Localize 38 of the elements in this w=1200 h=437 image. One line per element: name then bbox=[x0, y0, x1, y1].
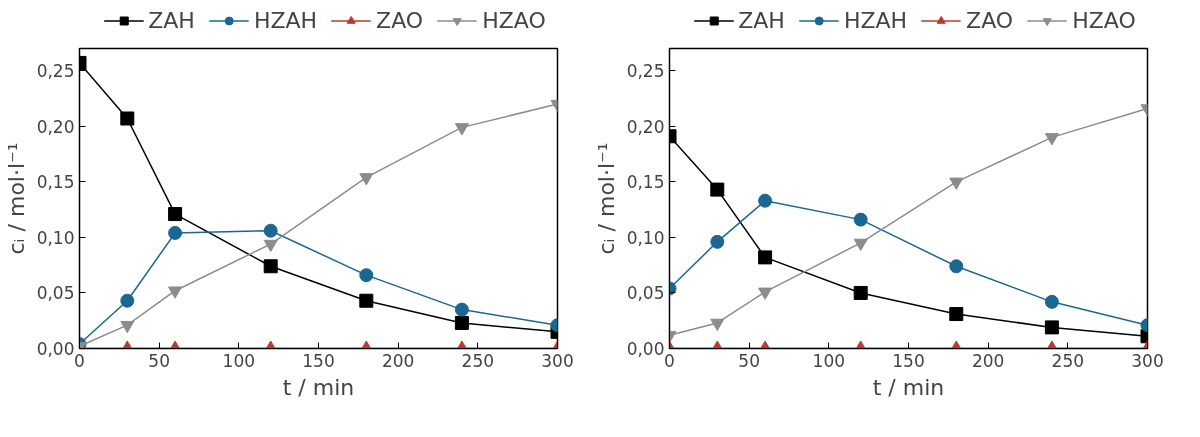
y-tick-label: 0,10 bbox=[626, 227, 665, 248]
legend-label: ZAO bbox=[376, 7, 424, 33]
y-tick-label: 0,20 bbox=[626, 116, 665, 137]
x-tick-label: 300 bbox=[1131, 350, 1164, 371]
legend-label: HZAH bbox=[253, 7, 318, 33]
x-tick-label: 100 bbox=[222, 350, 256, 371]
x-tick-label: 100 bbox=[812, 350, 846, 371]
x-tick-label: 150 bbox=[892, 350, 925, 371]
x-tick-label: 50 bbox=[738, 350, 760, 371]
x-tick-label: 250 bbox=[461, 350, 495, 371]
legend-label: HZAO bbox=[482, 7, 546, 33]
x-tick-label: 150 bbox=[302, 350, 335, 371]
y-tick-label: 0,25 bbox=[36, 61, 75, 82]
y-tick-label: 0,15 bbox=[626, 172, 665, 193]
x-tick-label: 0 bbox=[664, 350, 675, 371]
y-tick-label: 0,20 bbox=[36, 116, 75, 137]
legend-label: ZAH bbox=[738, 7, 785, 33]
x-tick-label: 50 bbox=[148, 350, 170, 371]
y-tick-label: 0,00 bbox=[626, 339, 665, 359]
y-tick-label: 0,10 bbox=[36, 227, 75, 248]
x-tick-label: 300 bbox=[541, 350, 574, 371]
y-tick-label: 0,05 bbox=[36, 283, 75, 304]
x-axis-title: t / min bbox=[282, 374, 355, 400]
y-axis-title: cᵢ / mol·l⁻¹ bbox=[593, 142, 619, 255]
legend-label: ZAH bbox=[148, 7, 195, 33]
x-tick-label: 250 bbox=[1051, 350, 1085, 371]
y-axis-title: cᵢ / mol·l⁻¹ bbox=[3, 142, 29, 255]
y-tick-label: 0,05 bbox=[626, 283, 665, 304]
legend-label: ZAO bbox=[966, 7, 1014, 33]
x-tick-label: 200 bbox=[381, 350, 415, 371]
legend-label: HZAH bbox=[843, 7, 908, 33]
x-axis-title: t / min bbox=[872, 374, 945, 400]
x-tick-label: 0 bbox=[74, 350, 85, 371]
x-tick-label: 200 bbox=[971, 350, 1005, 371]
y-tick-label: 0,15 bbox=[36, 172, 75, 193]
y-tick-label: 0,00 bbox=[36, 339, 75, 359]
y-tick-label: 0,25 bbox=[626, 61, 665, 82]
legend-label: HZAO bbox=[1072, 7, 1136, 33]
